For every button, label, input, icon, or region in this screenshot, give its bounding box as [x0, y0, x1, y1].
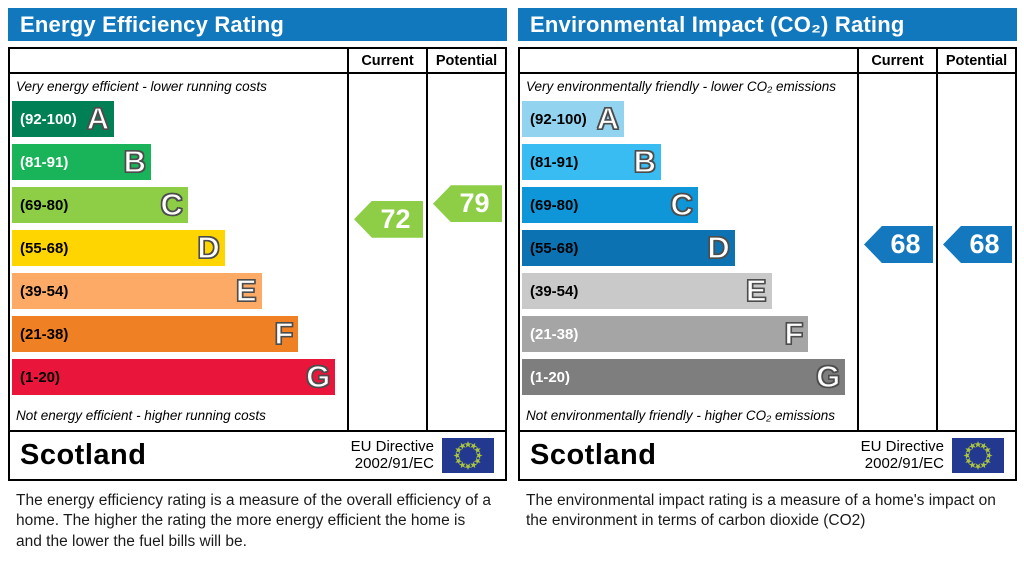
band-letter: F [784, 315, 804, 351]
band-letter: F [274, 315, 294, 351]
eu-directive-label: EU Directive 2002/91/EC [350, 437, 434, 472]
potential-rating-value: 79 [459, 188, 490, 219]
band-letter: E [745, 272, 767, 308]
bands-column: Very environmentally friendly - lower CO… [520, 74, 857, 430]
band-range-label: (81-91) [20, 153, 69, 171]
region-label: Scotland [20, 439, 147, 471]
band-range-label: (21-38) [20, 325, 69, 343]
current-column-header: Current [347, 49, 426, 72]
band-range-label: (69-80) [20, 196, 69, 214]
band-range-label: (1-20) [20, 368, 61, 386]
band-row-a: (92-100) A [522, 100, 625, 137]
bottom-caption: Not environmentally friendly - higher CO… [526, 408, 836, 423]
chart-footer: Scotland EU Directive 2002/91/EC [520, 430, 1015, 479]
band-letter: G [306, 358, 331, 394]
band-row-d: (55-68) D [522, 229, 735, 266]
band-range-label: (92-100) [530, 110, 587, 128]
column-header-row: Current Potential [10, 49, 505, 74]
eu-flag-icon [952, 438, 1004, 473]
band-range-label: (92-100) [20, 110, 77, 128]
potential-score-cell: 68 [936, 74, 1015, 430]
band-letter: G [816, 358, 841, 394]
band-row-f: (21-38) F [12, 315, 299, 352]
current-score-cell: 72 [347, 74, 426, 430]
eu-flag-icon [442, 438, 494, 473]
band-range-label: (39-54) [20, 282, 69, 300]
empty-header-cell [10, 49, 347, 71]
band-row-a: (92-100) A [12, 100, 115, 137]
current-score-cell: 68 [857, 74, 936, 430]
band-letter: C [670, 186, 694, 222]
region-label: Scotland [530, 439, 657, 471]
band-row-c: (69-80) C [522, 186, 698, 223]
band-letter: B [633, 143, 657, 179]
band-letter: C [160, 186, 184, 222]
band-letter: A [86, 100, 110, 136]
band-range-label: (81-91) [530, 153, 579, 171]
band-range-label: (69-80) [530, 196, 579, 214]
environmental-impact-chart: Current Potential Very environmentally f… [518, 47, 1017, 481]
band-letter: A [596, 100, 620, 136]
potential-rating-arrow: 68 [943, 226, 1012, 263]
current-rating-arrow: 72 [354, 200, 423, 238]
bands: (92-100) A (81-91) B (69-80) C (55-68) D (39-54)… [520, 99, 857, 404]
bands: (92-100) A (81-91) B (69-80) C (55-68) D (39-54)… [10, 99, 347, 404]
band-row-g: (1-20) G [12, 358, 336, 395]
top-caption: Very environmentally friendly - lower CO… [526, 79, 836, 94]
band-range-label: (55-68) [530, 239, 579, 257]
band-row-f: (21-38) F [522, 315, 809, 352]
empty-header-cell [520, 49, 857, 71]
chart-body: Very energy efficient - lower running co… [10, 74, 505, 430]
potential-rating-value: 68 [969, 229, 1000, 259]
potential-column-header: Potential [936, 49, 1015, 72]
band-row-g: (1-20) G [522, 358, 846, 395]
band-row-d: (55-68) D [12, 229, 225, 266]
band-range-label: (1-20) [530, 368, 571, 386]
environmental-impact-title: Environmental Impact (CO₂) Rating [518, 8, 1017, 41]
current-rating-value: 72 [380, 203, 411, 234]
band-range-label: (55-68) [20, 239, 69, 257]
epc-rating-page: Energy Efficiency Rating Current Potenti… [8, 8, 1017, 552]
band-letter: E [235, 272, 257, 308]
bands-column: Very energy efficient - lower running co… [10, 74, 347, 430]
band-range-label: (21-38) [530, 325, 579, 343]
potential-rating-arrow: 79 [433, 185, 502, 223]
energy-efficiency-description: The energy efficiency rating is a measur… [16, 492, 492, 550]
band-letter: D [707, 229, 731, 265]
column-header-row: Current Potential [520, 49, 1015, 74]
band-row-e: (39-54) E [522, 272, 772, 309]
chart-body: Very environmentally friendly - lower CO… [520, 74, 1015, 430]
energy-efficiency-chart: Current Potential Very energy efficient … [8, 47, 507, 481]
energy-efficiency-title: Energy Efficiency Rating [8, 8, 507, 41]
bottom-caption: Not energy efficient - higher running co… [16, 408, 266, 423]
band-range-label: (39-54) [530, 282, 579, 300]
band-letter: B [123, 143, 147, 179]
environmental-impact-panel: Environmental Impact (CO₂) Rating Curren… [518, 8, 1017, 552]
band-row-e: (39-54) E [12, 272, 262, 309]
current-rating-arrow: 68 [864, 226, 933, 263]
band-row-b: (81-91) B [522, 143, 662, 180]
environmental-impact-description: The environmental impact rating is a mea… [526, 492, 996, 530]
top-caption: Very energy efficient - lower running co… [16, 79, 267, 94]
current-rating-value: 68 [890, 229, 921, 259]
eu-directive-label: EU Directive 2002/91/EC [860, 437, 944, 472]
energy-efficiency-panel: Energy Efficiency Rating Current Potenti… [8, 8, 507, 552]
potential-column-header: Potential [426, 49, 505, 72]
current-column-header: Current [857, 49, 936, 72]
band-letter: D [197, 229, 221, 265]
band-row-c: (69-80) C [12, 186, 188, 223]
potential-score-cell: 79 [426, 74, 505, 430]
chart-footer: Scotland EU Directive 2002/91/EC [10, 430, 505, 479]
band-row-b: (81-91) B [12, 143, 152, 180]
